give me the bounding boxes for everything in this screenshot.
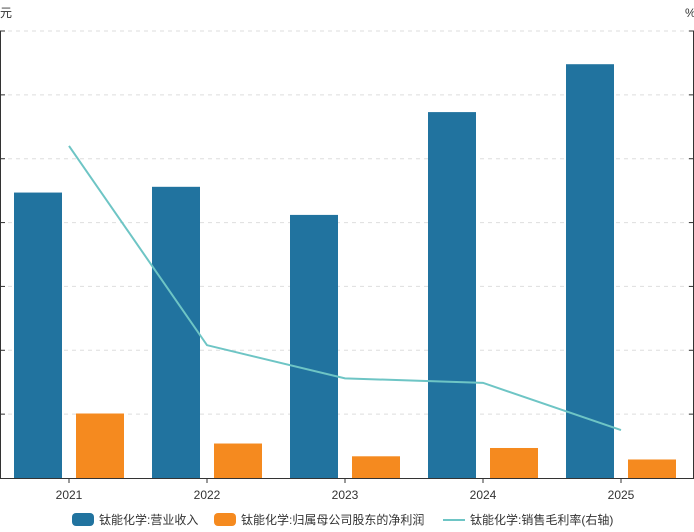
bar-revenue[interactable] <box>428 112 476 478</box>
x-tick-labels: 2021 2022 2023 2024 2025 <box>56 488 635 502</box>
bar-net-profit[interactable] <box>352 456 400 478</box>
bar-revenue[interactable] <box>14 192 62 478</box>
x-tick-label: 2021 <box>56 488 83 502</box>
x-tick-label: 2024 <box>470 488 497 502</box>
bar-revenue[interactable] <box>152 186 200 478</box>
bars <box>14 64 676 478</box>
x-tick-label: 2025 <box>608 488 635 502</box>
bar-revenue[interactable] <box>290 214 338 478</box>
y-right-unit: % <box>685 6 694 20</box>
bar-net-profit[interactable] <box>214 443 262 478</box>
bar-net-profit[interactable] <box>628 459 676 478</box>
bar-net-profit[interactable] <box>76 413 124 478</box>
legend-label[interactable]: 钛能化学:销售毛利率(右轴) <box>470 512 613 527</box>
x-tick-label: 2022 <box>194 488 221 502</box>
y-left-unit: 元 <box>0 6 12 20</box>
legend-swatch[interactable] <box>214 513 236 526</box>
x-tick-label: 2023 <box>332 488 359 502</box>
legend-label[interactable]: 钛能化学:营业收入 <box>99 512 198 527</box>
legend-swatch[interactable] <box>72 513 94 526</box>
legend-label[interactable]: 钛能化学:归属母公司股东的净利润 <box>241 512 424 527</box>
bar-net-profit[interactable] <box>490 447 538 478</box>
line-series <box>68 145 622 432</box>
bar-revenue[interactable] <box>566 64 614 478</box>
legend[interactable]: 钛能化学:营业收入 钛能化学:归属母公司股东的净利润 钛能化学:销售毛利率(右轴) <box>72 512 613 527</box>
line-gross-margin[interactable] <box>68 145 622 432</box>
